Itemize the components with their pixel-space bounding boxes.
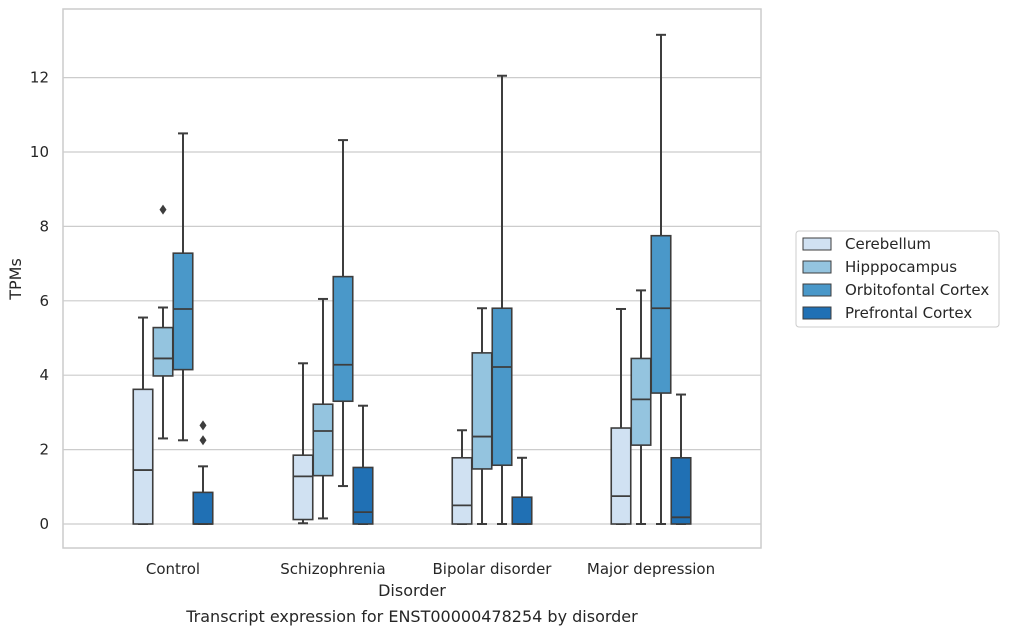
y-axis: 0 2 4 6 8 10 12 xyxy=(30,69,49,533)
box xyxy=(312,403,334,477)
legend-swatch xyxy=(802,283,832,297)
box-group xyxy=(451,429,473,525)
y-tick-label: 4 xyxy=(39,366,49,384)
y-tick-label: 12 xyxy=(30,69,49,87)
box-group xyxy=(312,297,334,520)
box xyxy=(172,252,194,371)
y-axis-label: TPMs xyxy=(6,258,25,301)
box-group xyxy=(610,307,632,525)
box xyxy=(630,357,652,446)
y-tick-label: 10 xyxy=(30,143,49,161)
boxes xyxy=(132,33,692,525)
box xyxy=(352,466,374,525)
legend-frame xyxy=(795,230,1000,328)
legend-swatch xyxy=(802,237,832,251)
box-group xyxy=(491,74,513,525)
y-tick-label: 8 xyxy=(39,217,49,235)
legend-label: Prefrontal Cortex xyxy=(845,304,972,322)
box xyxy=(192,491,214,525)
outlier-point xyxy=(159,204,167,215)
legend-label: Hipppocampus xyxy=(845,258,957,276)
box-group xyxy=(192,420,214,525)
box xyxy=(670,456,692,525)
chart-caption: Transcript expression for ENST0000047825… xyxy=(185,607,638,626)
box-group xyxy=(471,307,493,525)
box xyxy=(471,352,493,470)
box xyxy=(451,456,473,525)
plot-frame xyxy=(62,8,762,549)
box-group xyxy=(352,404,374,525)
box-group xyxy=(152,204,174,440)
legend-label: Cerebellum xyxy=(845,235,931,253)
box xyxy=(610,427,632,525)
box-group xyxy=(650,33,672,525)
box-group xyxy=(292,362,314,525)
legend-swatch xyxy=(802,260,832,274)
box-group xyxy=(630,289,652,525)
x-axis: Control Schizophrenia Bipolar disorder Majo… xyxy=(146,560,715,578)
legend: Cerebellum Hipppocampus Orbitofontal Corte… xyxy=(795,230,1000,328)
box-group xyxy=(132,316,154,525)
box xyxy=(332,275,354,403)
box-group xyxy=(172,132,194,442)
x-axis-label: Disorder xyxy=(378,581,446,600)
box xyxy=(152,326,174,377)
x-tick-label: Major depression xyxy=(587,560,715,578)
outlier-point xyxy=(199,420,207,431)
box-group xyxy=(511,456,533,525)
box xyxy=(650,234,672,394)
y-tick-label: 2 xyxy=(39,441,49,459)
box-group xyxy=(332,139,354,488)
legend-label: Orbitofontal Cortex xyxy=(845,281,989,299)
x-tick-label: Bipolar disorder xyxy=(433,560,553,578)
box xyxy=(511,496,533,525)
outlier-point xyxy=(199,435,207,446)
x-tick-label: Schizophrenia xyxy=(280,560,385,578)
y-tick-label: 6 xyxy=(39,292,49,310)
box xyxy=(491,307,513,467)
legend-swatch xyxy=(802,306,832,320)
x-tick-label: Control xyxy=(146,560,200,578)
y-tick-label: 0 xyxy=(39,515,49,533)
box xyxy=(292,454,314,521)
box xyxy=(132,388,154,525)
box-group xyxy=(670,393,692,525)
